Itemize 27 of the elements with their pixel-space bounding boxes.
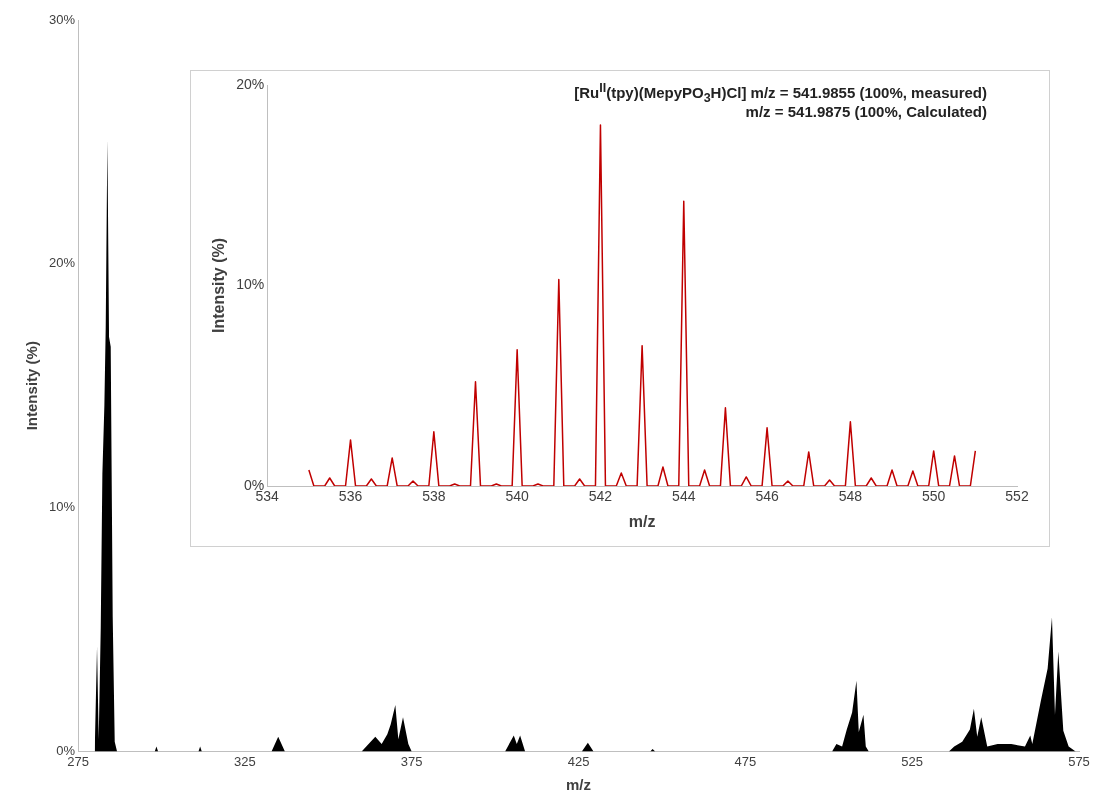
x-axis-title: m/z bbox=[628, 512, 656, 530]
x-tick-label: 538 bbox=[422, 488, 446, 505]
x-tick-label: 325 bbox=[234, 753, 256, 769]
annotation: [Ru$^{II}$(tpy)(MepyPO$_{3}$H)Cl] m/z = 541.9855 (100%, measured) bbox=[574, 81, 987, 105]
x-tick-label: 575 bbox=[1068, 753, 1090, 769]
x-tick-label: 546 bbox=[755, 488, 779, 505]
x-tick-label: 475 bbox=[734, 753, 757, 769]
x-tick-label: 548 bbox=[838, 488, 863, 505]
x-tick-label: 552 bbox=[1005, 488, 1029, 505]
x-tick-label: 540 bbox=[505, 488, 530, 505]
y-tick-label: 10% bbox=[48, 499, 76, 515]
x-tick-label: 544 bbox=[672, 488, 696, 505]
x-tick-label: 525 bbox=[901, 753, 924, 769]
x-tick-label: 536 bbox=[338, 488, 363, 505]
x-tick-label: 550 bbox=[922, 488, 946, 505]
annotation: m/z = 541.9875 (100%, Calculated) bbox=[745, 103, 987, 120]
x-axis-title: m/z bbox=[566, 776, 592, 794]
y-tick-label: 10% bbox=[236, 276, 265, 293]
y-tick-label: 20% bbox=[236, 75, 265, 92]
x-tick-label: 425 bbox=[567, 753, 590, 769]
y-tick-label: 30% bbox=[48, 11, 76, 27]
y-axis-title: Intensity (%) bbox=[23, 341, 41, 431]
y-axis-title: Intensity (%) bbox=[210, 237, 228, 334]
x-tick-label: 542 bbox=[588, 488, 613, 505]
y-tick-label: 0% bbox=[56, 742, 76, 758]
x-tick-label: 375 bbox=[400, 753, 423, 769]
y-tick-label: 20% bbox=[48, 255, 76, 271]
